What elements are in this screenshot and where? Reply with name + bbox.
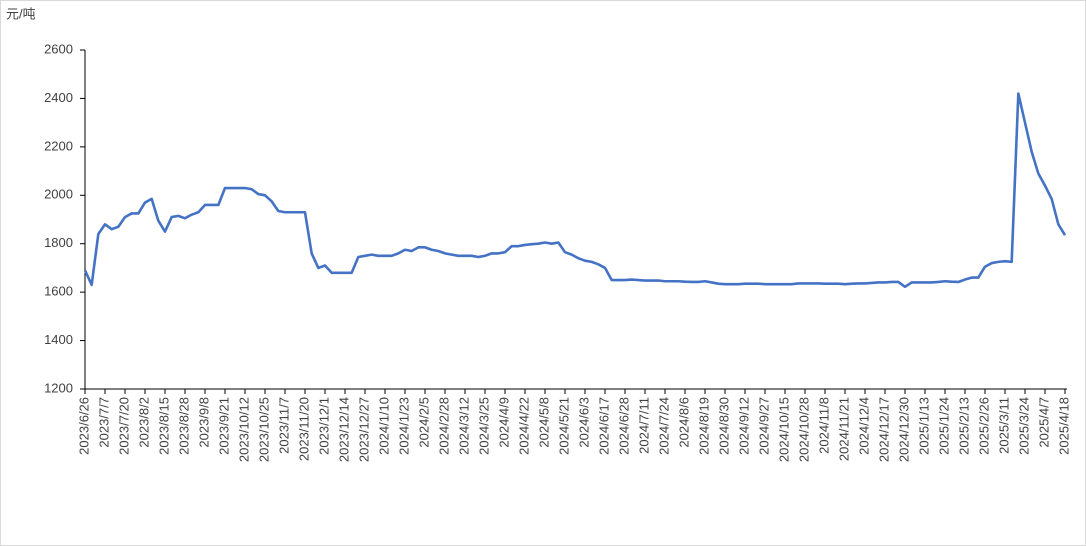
x-tick-label: 2025/3/11 [996, 397, 1011, 454]
y-tick-label: 2400 [44, 90, 73, 105]
x-tick-label: 2025/4/18 [1056, 397, 1071, 455]
x-tick-label: 2023/7/20 [116, 397, 131, 455]
x-tick-label: 2024/3/12 [456, 397, 471, 455]
x-tick-label: 2024/1/10 [376, 397, 391, 455]
x-tick-label: 2025/1/24 [936, 397, 951, 455]
x-tick-label: 2024/6/3 [576, 397, 591, 448]
x-tick-label: 2023/9/21 [216, 397, 231, 455]
x-tick-label: 2024/4/9 [496, 397, 511, 448]
x-tick-label: 2023/8/15 [156, 397, 171, 455]
y-tick-label: 1400 [44, 332, 73, 347]
x-tick-label: 2023/10/25 [256, 397, 271, 462]
x-tick-label: 2024/6/28 [616, 397, 631, 455]
x-tick-label: 2024/1/23 [396, 397, 411, 455]
x-tick-label: 2024/8/19 [696, 397, 711, 455]
y-axis-unit: 元/吨 [6, 6, 36, 21]
x-tick-label: 2024/11/21 [836, 397, 851, 461]
x-tick-label: 2025/2/26 [976, 397, 991, 455]
y-tick-label: 2600 [44, 41, 73, 56]
x-tick-label: 2023/11/7 [276, 397, 291, 454]
series-line [83, 92, 1067, 289]
x-tick-label: 2024/11/8 [816, 397, 831, 454]
x-tick-label: 2023/12/1 [316, 397, 331, 455]
x-tick-label: 2024/5/21 [556, 397, 571, 455]
x-tick-label: 2024/6/17 [596, 397, 611, 455]
x-tick-label: 2024/7/24 [656, 397, 671, 455]
x-tick-label: 2023/12/14 [336, 397, 351, 462]
y-tick-label: 2000 [44, 187, 73, 202]
x-tick-label: 2024/8/30 [716, 397, 731, 455]
x-tick-label: 2024/12/4 [856, 397, 871, 455]
y-tick-label: 1800 [44, 235, 73, 250]
x-tick-label: 2024/9/12 [736, 397, 751, 455]
x-tick-label: 2024/10/28 [796, 397, 811, 462]
y-tick-label: 1200 [44, 380, 73, 395]
x-tick-label: 2023/8/28 [176, 397, 191, 455]
x-tick-label: 2023/9/8 [196, 397, 211, 448]
x-tick-label: 2024/7/11 [636, 397, 651, 454]
x-tick-label: 2025/3/24 [1016, 397, 1031, 455]
x-tick-label: 2023/8/2 [136, 397, 151, 448]
x-tick-label: 2024/3/25 [476, 397, 491, 455]
y-tick-label: 1600 [44, 284, 73, 299]
x-tick-label: 2024/12/17 [876, 397, 891, 462]
x-tick-label: 2024/2/28 [436, 397, 451, 455]
x-tick-label: 2024/9/27 [756, 397, 771, 455]
x-tick-label: 2024/12/30 [896, 397, 911, 462]
x-tick-label: 2023/6/26 [76, 397, 91, 455]
x-tick-label: 2023/7/7 [96, 397, 111, 448]
x-tick-label: 2025/4/7 [1036, 397, 1051, 448]
x-tick-label: 2024/2/5 [416, 397, 431, 448]
x-tick-label: 2023/10/12 [236, 397, 251, 462]
y-tick-label: 2200 [44, 138, 73, 153]
x-tick-label: 2023/12/27 [356, 397, 371, 462]
x-tick-label: 2023/11/20 [296, 397, 311, 461]
x-tick-label: 2024/5/8 [536, 397, 551, 448]
x-tick-label: 2024/4/22 [516, 397, 531, 455]
x-tick-label: 2024/10/15 [776, 397, 791, 462]
x-tick-label: 2025/1/13 [916, 397, 931, 455]
x-tick-label: 2025/2/13 [956, 397, 971, 455]
x-tick-label: 2024/8/6 [676, 397, 691, 448]
